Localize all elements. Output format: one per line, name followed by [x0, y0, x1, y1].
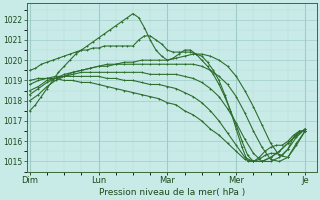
- X-axis label: Pression niveau de la mer( hPa ): Pression niveau de la mer( hPa ): [99, 188, 245, 197]
